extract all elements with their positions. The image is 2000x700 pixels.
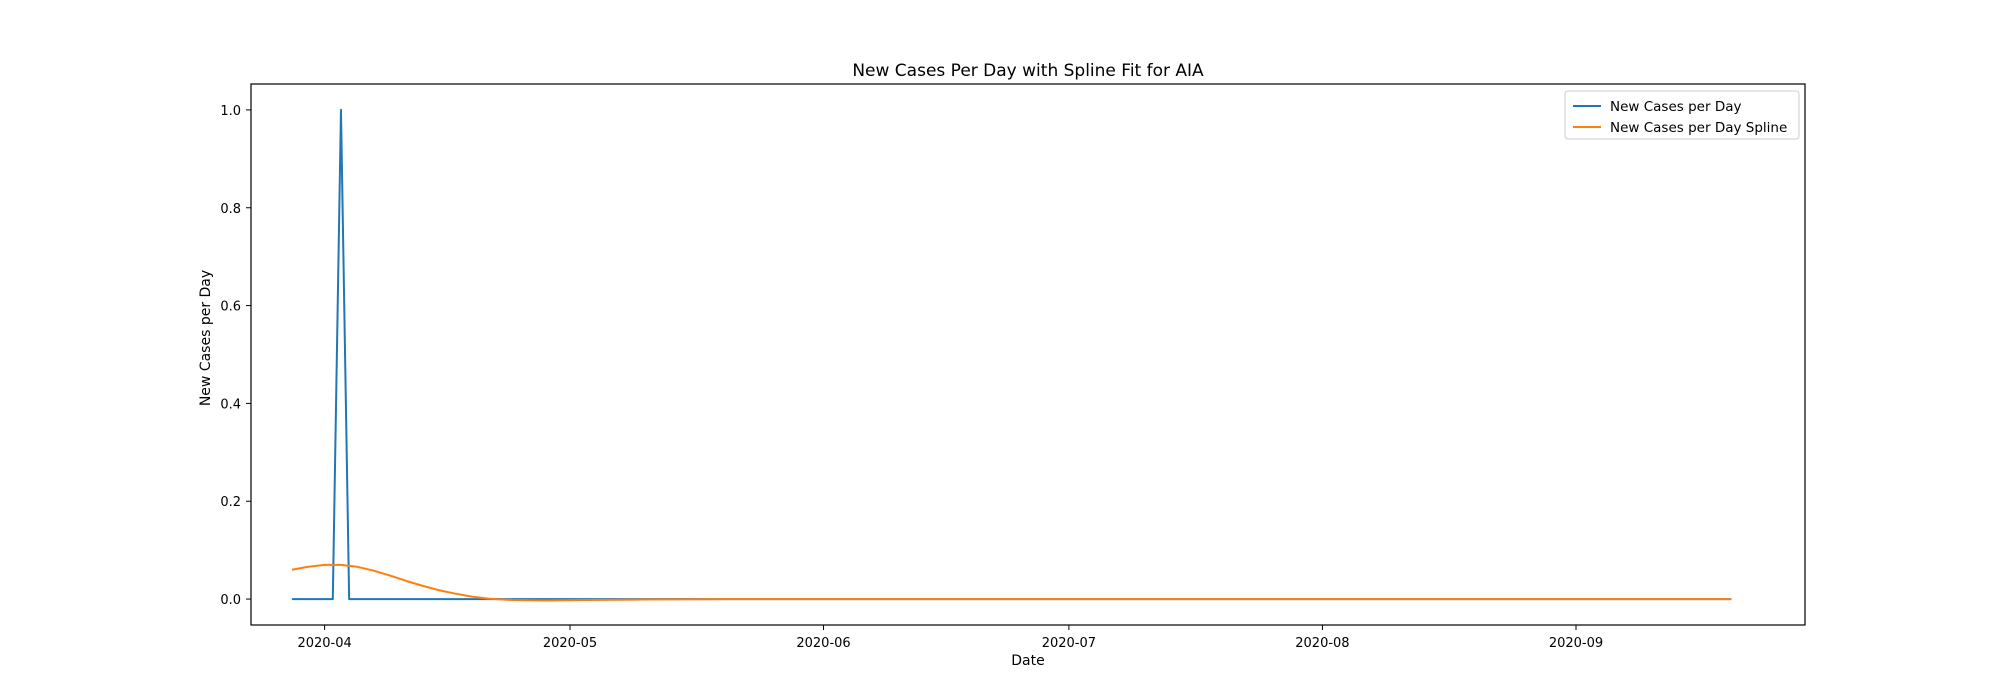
x-axis: 2020-04 2020-05 2020-06 2020-07 2020-08 2020-… [297, 625, 1603, 651]
x-tick-label: 2020-06 [796, 636, 850, 651]
x-tick-label: 2020-05 [543, 636, 597, 651]
y-tick-label: 0.8 [220, 202, 241, 217]
legend-label: New Cases per Day Spline [1610, 120, 1787, 136]
y-tick-label: 0.6 [220, 300, 241, 315]
x-tick-label: 2020-09 [1549, 636, 1603, 651]
y-axis: 0.0 0.2 0.4 0.6 0.8 1.0 [220, 104, 251, 608]
chart-title: New Cases Per Day with Spline Fit for AI… [852, 61, 1204, 81]
y-tick-label: 0.2 [220, 495, 241, 510]
x-tick-label: 2020-04 [297, 636, 351, 651]
plot-area [291, 108, 1732, 602]
legend-label: New Cases per Day [1610, 99, 1741, 115]
series-line-2 [291, 563, 1732, 602]
axes-frame [250, 83, 1806, 626]
legend: New Cases per Day New Cases per Day Splin… [1564, 90, 1800, 140]
y-tick-label: 1.0 [220, 104, 241, 119]
x-tick-label: 2020-07 [1042, 636, 1096, 651]
y-tick-label: 0.4 [220, 397, 241, 412]
y-axis-label: New Cases per Day [198, 270, 214, 406]
x-axis-label: Date [1011, 653, 1044, 669]
y-tick-label: 0.0 [220, 593, 241, 608]
legend-box [1564, 90, 1800, 140]
x-tick-label: 2020-08 [1295, 636, 1349, 651]
